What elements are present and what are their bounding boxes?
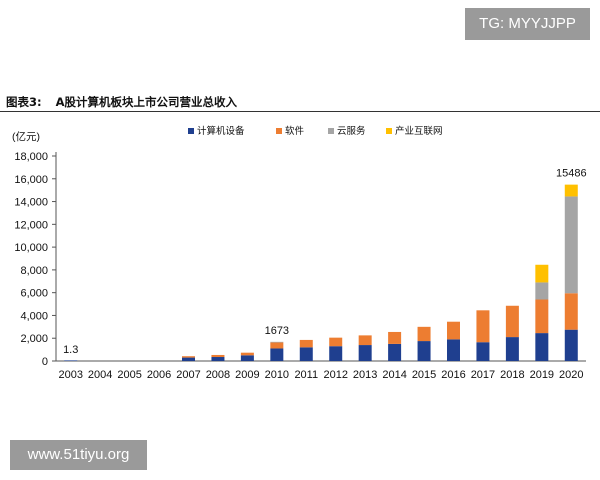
bar-2016-series-1 xyxy=(447,339,460,361)
bar-2009-series-1 xyxy=(240,355,254,361)
bar-2008-series-2 xyxy=(211,354,225,358)
bar-2010-series-3 xyxy=(270,341,284,343)
x-tick-label: 2008 xyxy=(206,369,230,381)
legend-label-4: 产业互联网 xyxy=(395,125,443,137)
bar-2007-series-2 xyxy=(182,356,195,358)
y-tick-label: 10,000 xyxy=(14,242,48,254)
x-tick-label: 2016 xyxy=(441,369,465,381)
bar-2007-series-1 xyxy=(182,357,195,361)
x-tick-label: 2018 xyxy=(500,369,524,381)
bar-2020-series-3 xyxy=(564,196,578,294)
x-tick-label: 2014 xyxy=(382,369,406,381)
bar-2009-series-2 xyxy=(240,352,254,356)
bar-2015-series-1 xyxy=(417,341,431,361)
y-tick-label: 6,000 xyxy=(20,288,48,300)
bar-2019-series-1 xyxy=(535,333,549,361)
bar-2012-series-2 xyxy=(329,337,343,347)
bar-2018-series-1 xyxy=(505,337,519,361)
x-tick-label: 2015 xyxy=(412,369,436,381)
y-tick-label: 2,000 xyxy=(20,333,48,345)
bar-2017-series-1 xyxy=(476,342,490,361)
x-tick-label: 2004 xyxy=(88,369,112,381)
legend-label-2: 软件 xyxy=(285,125,305,137)
bar-2016-series-2 xyxy=(447,321,460,340)
y-tick-label: 4,000 xyxy=(20,310,48,322)
bar-2020-series-2 xyxy=(564,293,578,330)
bar-2019-series-4 xyxy=(535,264,549,283)
legend-label-3: 云服务 xyxy=(337,125,366,137)
bar-2018-series-2 xyxy=(505,305,519,338)
legend-swatch-4 xyxy=(386,128,392,134)
y-tick-label: 14,000 xyxy=(14,197,48,209)
bar-2003-series-1 xyxy=(64,360,78,361)
bar-2013-series-2 xyxy=(358,335,372,346)
bar-2011-series-1 xyxy=(299,347,313,361)
x-tick-label: 2019 xyxy=(530,369,554,381)
bar-2019-series-3 xyxy=(535,282,549,300)
bar-2015-series-2 xyxy=(417,326,431,342)
legend-swatch-2 xyxy=(276,128,282,134)
bar-2020-series-4 xyxy=(564,184,578,197)
x-tick-label: 2017 xyxy=(471,369,495,381)
x-tick-label: 2011 xyxy=(294,369,318,381)
y-tick-label: 16,000 xyxy=(14,174,48,186)
legend-swatch-3 xyxy=(328,128,334,134)
legend-swatch-1 xyxy=(188,128,194,134)
annotation-2010: 1673 xyxy=(265,325,289,337)
bar-2010-series-1 xyxy=(270,348,284,361)
bar-2014-series-2 xyxy=(388,331,402,344)
x-tick-label: 2006 xyxy=(147,369,171,381)
bar-2012-series-1 xyxy=(329,346,343,361)
bar-2017-series-2 xyxy=(476,310,490,343)
x-tick-label: 2003 xyxy=(58,369,82,381)
bar-2008-series-1 xyxy=(211,357,225,361)
y-tick-label: 0 xyxy=(42,356,48,368)
annotation-2020: 15486 xyxy=(556,168,587,180)
x-tick-label: 2012 xyxy=(323,369,347,381)
x-tick-label: 2007 xyxy=(176,369,200,381)
title-rule xyxy=(0,111,600,112)
figure-title: 图表3: A股计算机板块上市公司营业总收入 xyxy=(6,94,237,110)
revenue-stacked-bar-chart: (亿元) 计算机设备 软件 云服务 产业互联网 0 2,000 4,000 6,000 8,000… xyxy=(12,125,587,381)
figure-number: 图表3: xyxy=(6,95,42,109)
bar-2010-series-2 xyxy=(270,342,284,349)
legend-label-1: 计算机设备 xyxy=(197,125,245,137)
x-tick-label: 2010 xyxy=(265,369,289,381)
watermark-top: TG: MYYJJPP xyxy=(465,8,590,40)
y-tick-label: 8,000 xyxy=(20,265,48,277)
x-tick-label: 2009 xyxy=(235,369,259,381)
y-tick-label: 18,000 xyxy=(14,151,48,163)
y-tick-label: 12,000 xyxy=(14,219,48,231)
x-tick-label: 2020 xyxy=(559,369,583,381)
bar-2020-series-1 xyxy=(564,329,578,361)
bar-2014-series-1 xyxy=(388,343,402,361)
figure-title-text: A股计算机板块上市公司营业总收入 xyxy=(55,95,238,109)
y-axis-label: (亿元) xyxy=(12,130,40,143)
annotation-2003: 1.3 xyxy=(63,344,78,356)
bar-2013-series-1 xyxy=(358,345,372,361)
watermark-bottom: www.51tiyu.org xyxy=(10,440,147,470)
bar-2019-series-2 xyxy=(535,299,549,334)
x-tick-label: 2005 xyxy=(117,369,141,381)
bar-2011-series-2 xyxy=(299,339,313,348)
x-tick-label: 2013 xyxy=(353,369,377,381)
